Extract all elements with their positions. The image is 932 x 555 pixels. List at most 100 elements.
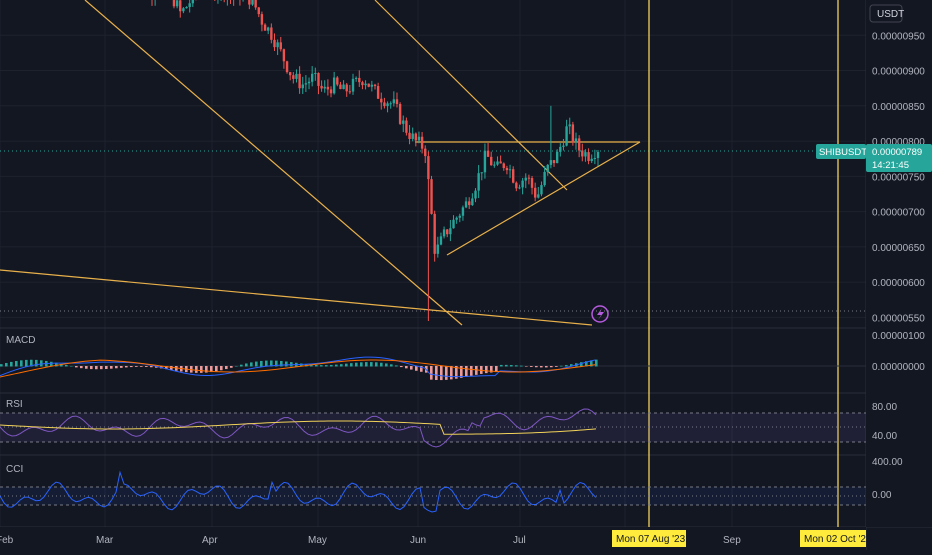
time-label-feb: Feb — [0, 535, 14, 546]
drawings[interactable] — [0, 0, 640, 325]
last-price-label: 0.00000789 — [872, 147, 922, 158]
candle — [280, 37, 282, 52]
time-axis[interactable]: Feb Mar Apr May Jun Jul Sep Mon 07 Aug '… — [0, 527, 872, 550]
price-axis[interactable]: 0.000009500.000009000.000008500.00000800… — [816, 0, 932, 527]
candle — [251, 0, 253, 6]
descending-trendline-short — [375, 0, 567, 190]
candle — [283, 49, 285, 69]
candle — [380, 93, 382, 110]
candle — [242, 0, 244, 2]
macd-hist-bar — [140, 366, 143, 367]
candle — [547, 164, 549, 176]
price-tick: 0.00000850 — [872, 102, 925, 113]
macd-hist-bar — [530, 366, 533, 367]
candle — [459, 214, 461, 222]
candle — [232, 0, 234, 6]
macd-hist-bar — [90, 366, 93, 369]
candle — [402, 116, 404, 133]
candle — [594, 150, 596, 164]
candle — [258, 7, 260, 17]
cci-label: CCI — [6, 464, 23, 475]
macd-hist-bar — [375, 362, 378, 366]
macd-hist-bar — [430, 366, 433, 380]
candle — [220, 0, 222, 1]
candle — [465, 197, 467, 208]
macd-hist-bar — [565, 365, 568, 366]
candle — [273, 33, 275, 51]
vertical-markers[interactable] — [649, 0, 838, 527]
macd-hist-bar — [405, 366, 408, 368]
macd-hist-bar — [120, 366, 123, 368]
candle — [185, 6, 187, 8]
symbol-label: SHIBUSDT — [819, 147, 867, 158]
candle — [355, 76, 357, 81]
macd-hist-bar — [595, 360, 598, 367]
candle — [342, 80, 344, 89]
macd-hist-bar — [315, 365, 318, 367]
macd-hist-bar — [365, 362, 368, 366]
lightning-icon[interactable] — [592, 306, 608, 322]
macd-hist-bar — [95, 366, 98, 369]
macd-hist-bar — [265, 361, 268, 367]
macd-hist-bar — [550, 366, 553, 367]
macd-hist-bar — [255, 362, 258, 367]
candle — [154, 0, 156, 6]
candle — [289, 72, 291, 80]
candle — [446, 229, 448, 237]
macd-hist-bar — [340, 364, 343, 366]
candle — [455, 216, 457, 223]
price-tick: 0.00000750 — [872, 172, 925, 183]
candle — [477, 165, 479, 198]
time-label-may: May — [308, 535, 327, 546]
macd-hist-bar — [0, 364, 3, 366]
candle — [292, 72, 294, 83]
candle — [188, 0, 190, 12]
candle — [499, 155, 501, 163]
candle — [506, 166, 508, 174]
macd-hist-bar — [510, 365, 513, 366]
macd-hist-bar — [280, 361, 283, 367]
price-tick: 0.00000600 — [872, 278, 925, 289]
candle — [192, 0, 194, 7]
candle — [324, 80, 326, 93]
macd-hist-bar — [200, 366, 203, 373]
price-tick: 0.00000900 — [872, 67, 925, 78]
candle — [440, 233, 442, 246]
candle — [311, 66, 313, 86]
macd-hist-bar — [470, 366, 473, 376]
candle — [537, 187, 539, 199]
cci-tick-1: 400.00 — [872, 457, 903, 468]
macd-tick-2: 0.00000000 — [872, 362, 925, 373]
macd-hist-bar — [15, 361, 18, 366]
time-label-jun: Jun — [410, 535, 426, 546]
macd-hist-bar — [110, 366, 113, 369]
candle — [361, 81, 363, 89]
macd-hist-bar — [25, 360, 28, 367]
candle — [368, 83, 370, 87]
candle — [254, 0, 256, 10]
macd-hist-bar — [235, 366, 238, 367]
macd-hist-bar — [545, 366, 548, 367]
macd-hist-bar — [335, 365, 338, 367]
candle — [411, 128, 413, 142]
macd-hist-bar — [35, 360, 38, 367]
cci-tick-2: 0.00 — [872, 490, 892, 501]
candle — [468, 197, 470, 209]
candle — [239, 0, 241, 6]
macd-hist-bar — [80, 366, 83, 368]
candle — [503, 162, 505, 170]
candle — [591, 154, 593, 163]
macd-hist-bar — [540, 366, 543, 367]
macd-hist-bar — [350, 363, 353, 366]
candle — [217, 0, 219, 4]
candle — [559, 143, 561, 156]
candle — [305, 75, 307, 92]
candle — [565, 120, 567, 147]
macd-hist-bar — [450, 366, 453, 379]
candle — [569, 118, 571, 135]
candle — [449, 220, 451, 241]
candle — [358, 70, 360, 87]
